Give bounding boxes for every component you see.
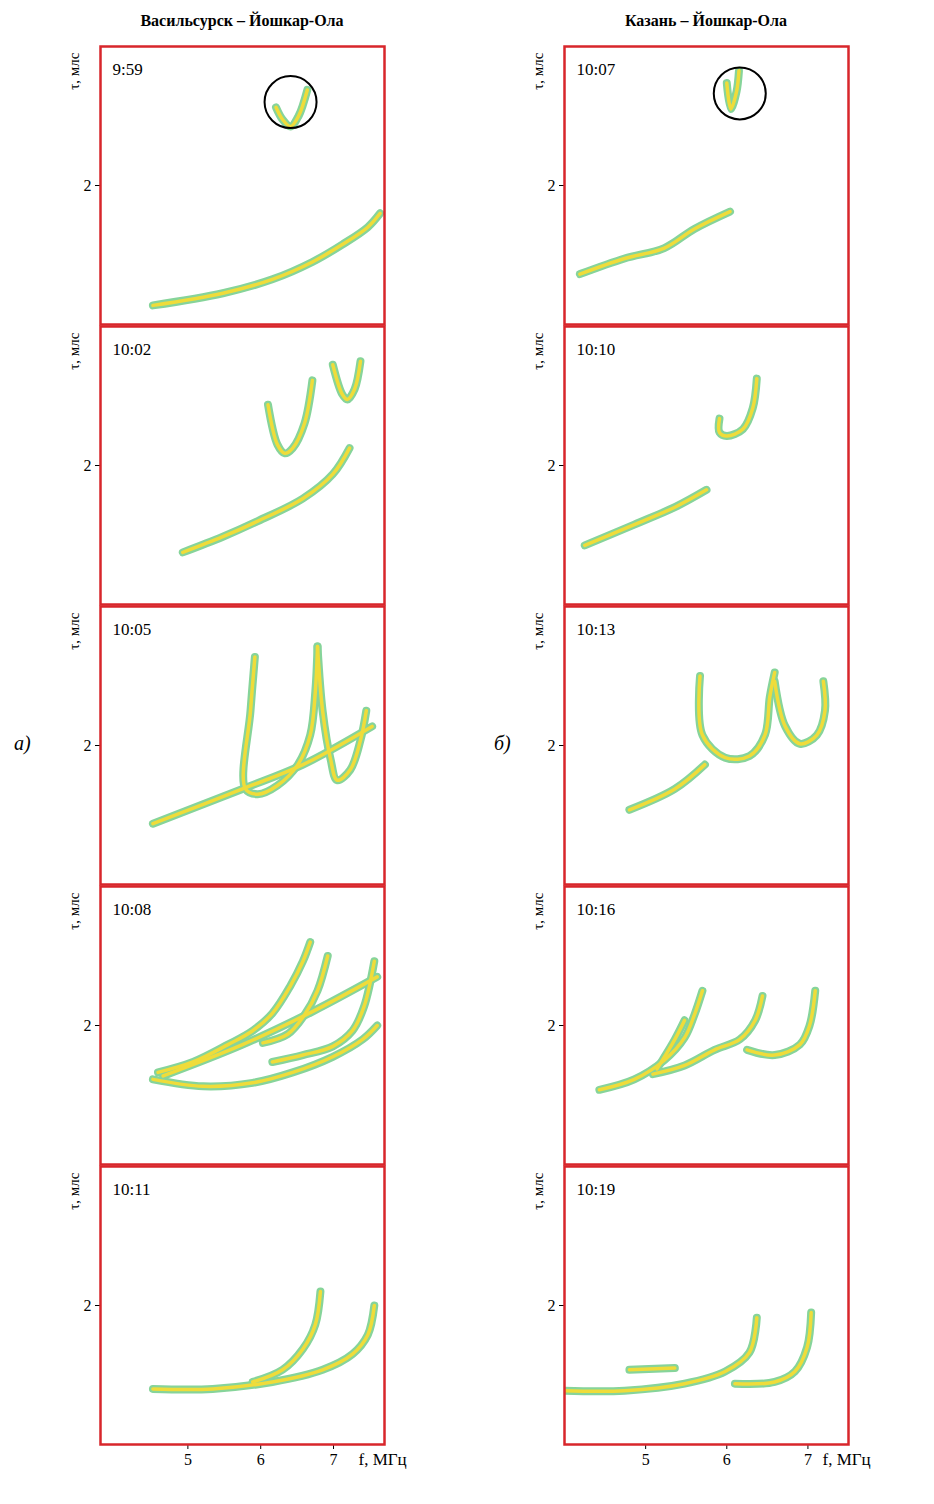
svg-text:2: 2 <box>548 1297 556 1314</box>
svg-text:τ, млс: τ, млс <box>66 332 82 370</box>
svg-text:τ, млс: τ, млс <box>530 612 546 650</box>
svg-text:τ, млс: τ, млс <box>530 1172 546 1210</box>
svg-text:10:07: 10:07 <box>577 60 616 79</box>
svg-text:τ, млс: τ, млс <box>66 612 82 650</box>
svg-text:10:10: 10:10 <box>577 340 616 359</box>
svg-text:10:08: 10:08 <box>113 900 152 919</box>
svg-text:2: 2 <box>84 457 92 474</box>
svg-text:τ, млс: τ, млс <box>66 892 82 930</box>
svg-text:τ, млс: τ, млс <box>530 52 546 90</box>
svg-text:τ, млс: τ, млс <box>530 892 546 930</box>
svg-text:2: 2 <box>84 1297 92 1314</box>
svg-text:τ, млс: τ, млс <box>66 1172 82 1210</box>
svg-text:5: 5 <box>642 1451 650 1468</box>
html-text:Казань – Йошкар-Ола: Казань – Йошкар-Ола <box>625 12 787 29</box>
svg-text:9:59: 9:59 <box>113 60 143 79</box>
svg-text:2: 2 <box>548 1017 556 1034</box>
svg-text:τ, млс: τ, млс <box>530 332 546 370</box>
svg-text:2: 2 <box>84 1017 92 1034</box>
html-text:б): б) <box>494 732 511 754</box>
svg-text:10:05: 10:05 <box>113 620 152 639</box>
svg-text:2: 2 <box>548 177 556 194</box>
svg-text:10:11: 10:11 <box>113 1180 151 1199</box>
svg-text:2: 2 <box>84 177 92 194</box>
svg-text:2: 2 <box>548 737 556 754</box>
html-text:а): а) <box>14 732 31 754</box>
svg-text:10:02: 10:02 <box>113 340 152 359</box>
svg-text:2: 2 <box>548 457 556 474</box>
svg-text:6: 6 <box>257 1451 265 1468</box>
svg-text:10:16: 10:16 <box>577 900 616 919</box>
html-text:Васильсурск – Йошкар-Ола: Васильсурск – Йошкар-Ола <box>140 12 344 29</box>
svg-text:10:13: 10:13 <box>577 620 616 639</box>
svg-text:7: 7 <box>330 1451 338 1468</box>
svg-text:τ, млс: τ, млс <box>66 52 82 90</box>
svg-text:f, МГц: f, МГц <box>359 1450 407 1469</box>
svg-text:f, МГц: f, МГц <box>823 1450 871 1469</box>
svg-text:5: 5 <box>184 1451 192 1468</box>
svg-text:7: 7 <box>804 1451 812 1468</box>
svg-text:6: 6 <box>723 1451 731 1468</box>
svg-text:2: 2 <box>84 737 92 754</box>
svg-text:10:19: 10:19 <box>577 1180 616 1199</box>
